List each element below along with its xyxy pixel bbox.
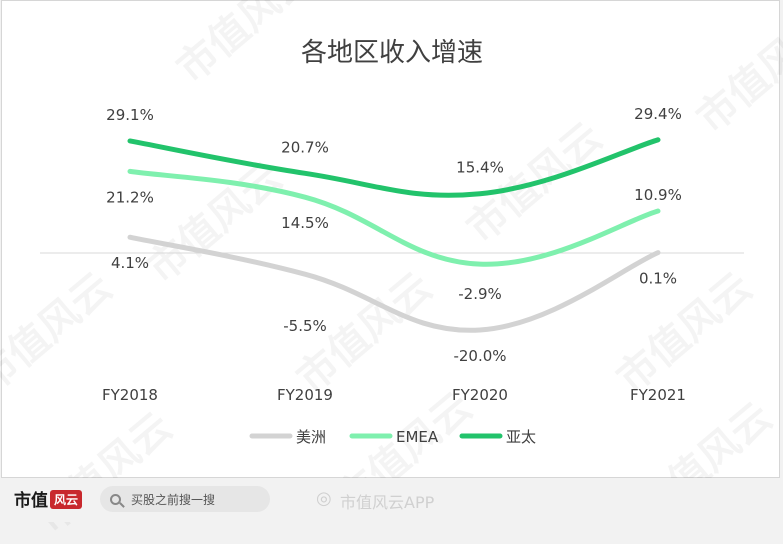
search-input[interactable]: 买股之前搜一搜 xyxy=(100,486,270,512)
data-label: -5.5% xyxy=(283,317,327,335)
legend-label: EMEA xyxy=(396,428,439,446)
footer-bar: 市值 风云 买股之前搜一搜 ◎ 市值风云APP xyxy=(0,478,783,522)
line-chart: 各地区收入增速 4.1% -5.5% -20.0% 0.1% 21.2% 14.5% -2.… xyxy=(40,38,744,446)
data-label: 20.7% xyxy=(281,138,329,156)
weibo-account-label: 市值风云APP xyxy=(340,493,435,512)
data-label: 21.2% xyxy=(106,188,154,206)
series-layer xyxy=(127,137,661,333)
x-tick-label: FY2021 xyxy=(630,386,686,404)
series-line-1 xyxy=(127,234,661,333)
search-icon xyxy=(110,493,121,505)
data-label: 10.9% xyxy=(634,186,682,204)
label-layer: 4.1% -5.5% -20.0% 0.1% 21.2% 14.5% -2.9% 10.9% 2… xyxy=(106,105,682,365)
legend: 美洲 EMEA 亚太 xyxy=(249,428,536,446)
x-tick-label: FY2019 xyxy=(277,386,333,404)
series-line-2 xyxy=(127,168,661,267)
brand-name: 市值 xyxy=(14,491,48,511)
data-label: 4.1% xyxy=(111,254,149,272)
data-label: -20.0% xyxy=(453,347,506,365)
brand-mark: 风云 xyxy=(50,490,83,509)
search-placeholder: 买股之前搜一搜 xyxy=(131,492,216,507)
data-label: 29.4% xyxy=(634,105,682,123)
weibo-icon: ◎ xyxy=(316,488,332,509)
data-label: 0.1% xyxy=(639,270,677,288)
data-label: 29.1% xyxy=(106,106,154,124)
legend-label: 美洲 xyxy=(296,428,326,446)
series-line-3 xyxy=(127,137,661,198)
data-label: -2.9% xyxy=(458,285,502,303)
x-tick-label: FY2018 xyxy=(102,386,158,404)
brand-logo[interactable]: 市值 风云 xyxy=(14,486,83,511)
x-tick-layer: FY2018 FY2019 FY2020 FY2021 xyxy=(102,386,686,404)
data-label: 14.5% xyxy=(281,214,329,232)
legend-label: 亚太 xyxy=(506,428,536,446)
chart-title: 各地区收入增速 xyxy=(301,38,483,68)
data-label: 15.4% xyxy=(456,159,504,177)
x-tick-label: FY2020 xyxy=(452,386,508,404)
